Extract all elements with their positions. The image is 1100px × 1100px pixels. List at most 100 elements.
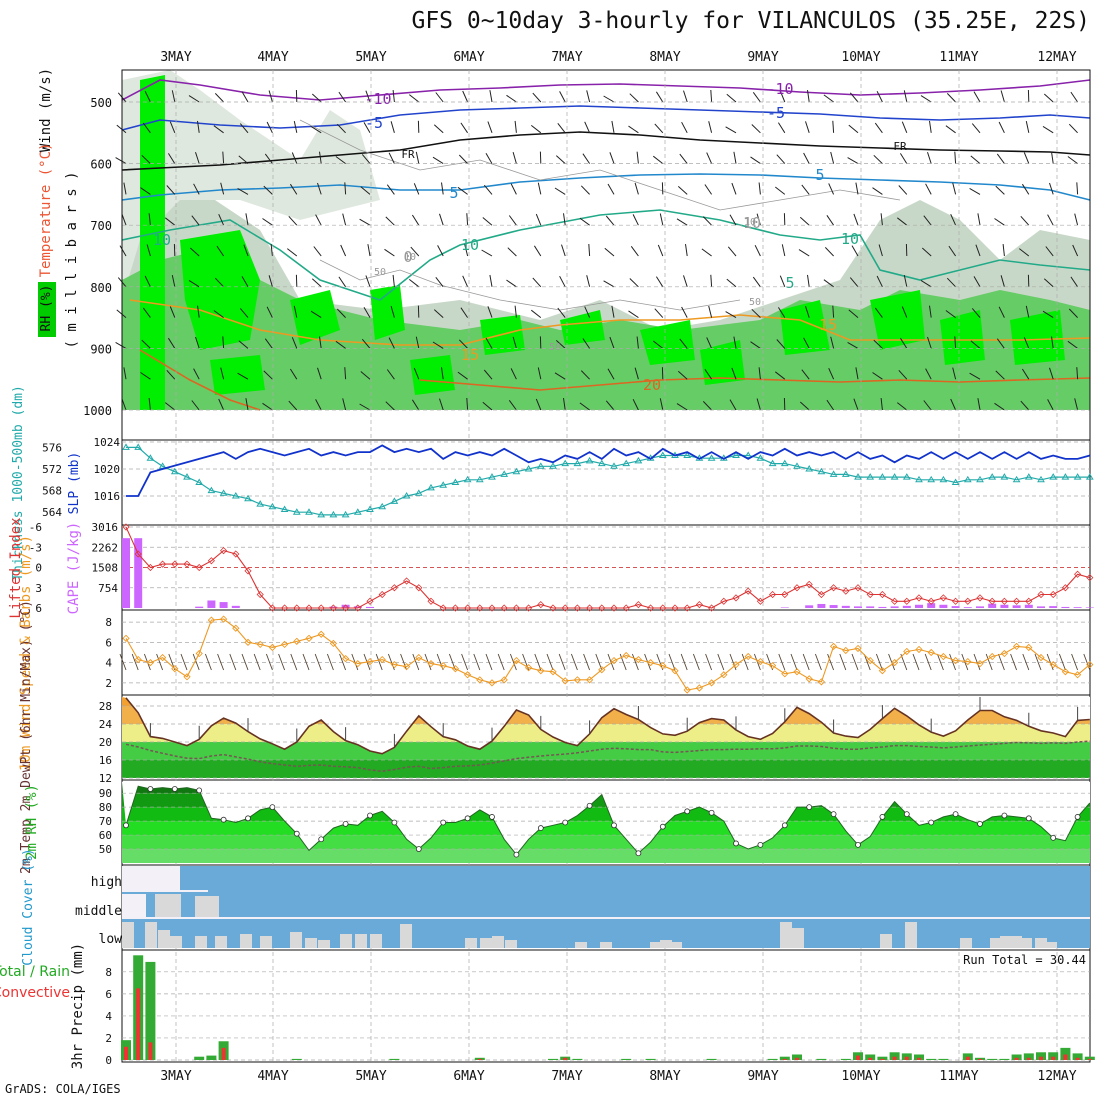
- precip-axis-label: 3hr Precip (mm): [70, 943, 86, 1069]
- lifted-index-point: [500, 604, 508, 612]
- wind-barb: [977, 213, 981, 226]
- wind-barb: [462, 275, 469, 288]
- wind-barb: [216, 245, 225, 257]
- wind-barb: [435, 92, 444, 103]
- wind-barb: [729, 214, 737, 226]
- wind-barb: [413, 367, 420, 380]
- wind-barb: [630, 246, 639, 257]
- precip-total-bar: [194, 1056, 205, 1060]
- surface-wind-barb: [607, 653, 615, 671]
- wind-barb: [826, 215, 835, 226]
- wind-barb: [188, 279, 200, 288]
- lifted-index-point: [561, 604, 569, 612]
- rh-green-blob: [210, 355, 265, 395]
- wind-speed-point: [219, 615, 228, 623]
- wind-barb: [731, 367, 737, 380]
- lifted-index-point: [671, 604, 679, 612]
- thickness-point: [683, 451, 692, 458]
- wind-speed-point: [939, 652, 948, 661]
- lifted-index-point: [927, 597, 935, 605]
- wind-barb: [874, 122, 883, 134]
- thickness-point: [244, 494, 252, 502]
- date-label-top: 3MAY: [160, 50, 191, 65]
- precip-convective-bar: [868, 1057, 873, 1060]
- wind-barb: [363, 306, 371, 318]
- lifted-index-point: [268, 604, 276, 612]
- wind-barb: [733, 151, 737, 164]
- rh-point: [684, 808, 691, 815]
- wind-barb: [554, 187, 566, 195]
- wind-barb: [1072, 244, 1079, 257]
- wind-barb: [487, 306, 493, 318]
- wind-barb: [925, 183, 932, 195]
- lifted-index-point: [647, 604, 655, 612]
- wind-barb: [1025, 120, 1030, 133]
- temp-band: [122, 742, 1090, 760]
- surface-wind-barb: [326, 653, 334, 671]
- wind-barb: [169, 306, 176, 318]
- precip-total-bar: [1023, 1053, 1034, 1060]
- wind-barb: [1047, 399, 1054, 411]
- rh-point: [440, 819, 447, 826]
- wind-barb: [652, 155, 664, 164]
- low-cloud-bar: [600, 942, 612, 948]
- surface-wind-barb: [814, 653, 822, 671]
- wind-barb: [415, 151, 420, 164]
- wind-barb: [807, 90, 810, 103]
- thickness-point: [1085, 473, 1094, 480]
- wind-barb: [462, 90, 469, 103]
- date-label-bottom: 8MAY: [649, 1069, 680, 1084]
- wind-barb: [559, 91, 566, 103]
- wind-barb: [481, 249, 493, 257]
- wind-barb: [632, 398, 639, 411]
- wind-barb: [144, 90, 151, 103]
- low-cloud-bar: [905, 922, 917, 948]
- wind-barb: [998, 121, 1005, 134]
- wind-speed-point: [476, 676, 484, 684]
- rh-tick: 80: [99, 801, 112, 814]
- wind-barb: [654, 308, 664, 318]
- date-label-top: 7MAY: [551, 50, 582, 65]
- surface-wind-barb: [119, 653, 127, 671]
- wind-barb: [580, 370, 590, 380]
- wind-barb: [222, 151, 225, 164]
- wind-barb: [807, 274, 810, 287]
- rh-band: [122, 849, 1090, 863]
- thickness-point: [841, 470, 850, 477]
- wind-barb: [725, 311, 737, 319]
- thickness-point: [939, 475, 948, 483]
- wind10m-panel-frame: [121, 609, 1091, 696]
- cape-bar: [1049, 606, 1058, 608]
- wind-barb: [628, 125, 639, 134]
- low-cloud-bar: [290, 932, 302, 948]
- lifted-index-point: [305, 604, 313, 612]
- wind-barb: [950, 398, 957, 411]
- lifted-index-axis-label: Lifted Index: [8, 517, 24, 618]
- slp-tick: 1024: [94, 436, 121, 449]
- wind-speed-point: [659, 662, 667, 670]
- rh2m-axis-label: 2m RH (%): [24, 784, 40, 860]
- wind-barb: [725, 126, 737, 134]
- wind-barb: [213, 310, 224, 319]
- cape-bar: [829, 605, 838, 608]
- wind-barb: [995, 370, 1005, 380]
- wind-speed-point: [720, 671, 728, 679]
- wind-barb: [996, 338, 1005, 349]
- lifted-index-point: [378, 590, 386, 599]
- precip-convective-bar: [221, 1047, 226, 1060]
- wind-barb: [335, 156, 346, 165]
- wind-barb: [241, 276, 249, 288]
- wind-barb: [758, 367, 761, 380]
- thickness-point: [561, 459, 570, 467]
- lifted-index-point: [915, 594, 923, 602]
- thickness-point: [390, 497, 399, 504]
- wind-tick: 8: [105, 616, 112, 629]
- contour-label: -5: [365, 114, 383, 132]
- thickness-point: [280, 505, 289, 512]
- wind-barb: [239, 308, 249, 318]
- wind-barb: [1042, 310, 1054, 319]
- wind-barb: [609, 152, 615, 164]
- lifted-index-point: [842, 587, 850, 595]
- date-label-top: 8MAY: [649, 50, 680, 65]
- rh-point: [1074, 814, 1081, 820]
